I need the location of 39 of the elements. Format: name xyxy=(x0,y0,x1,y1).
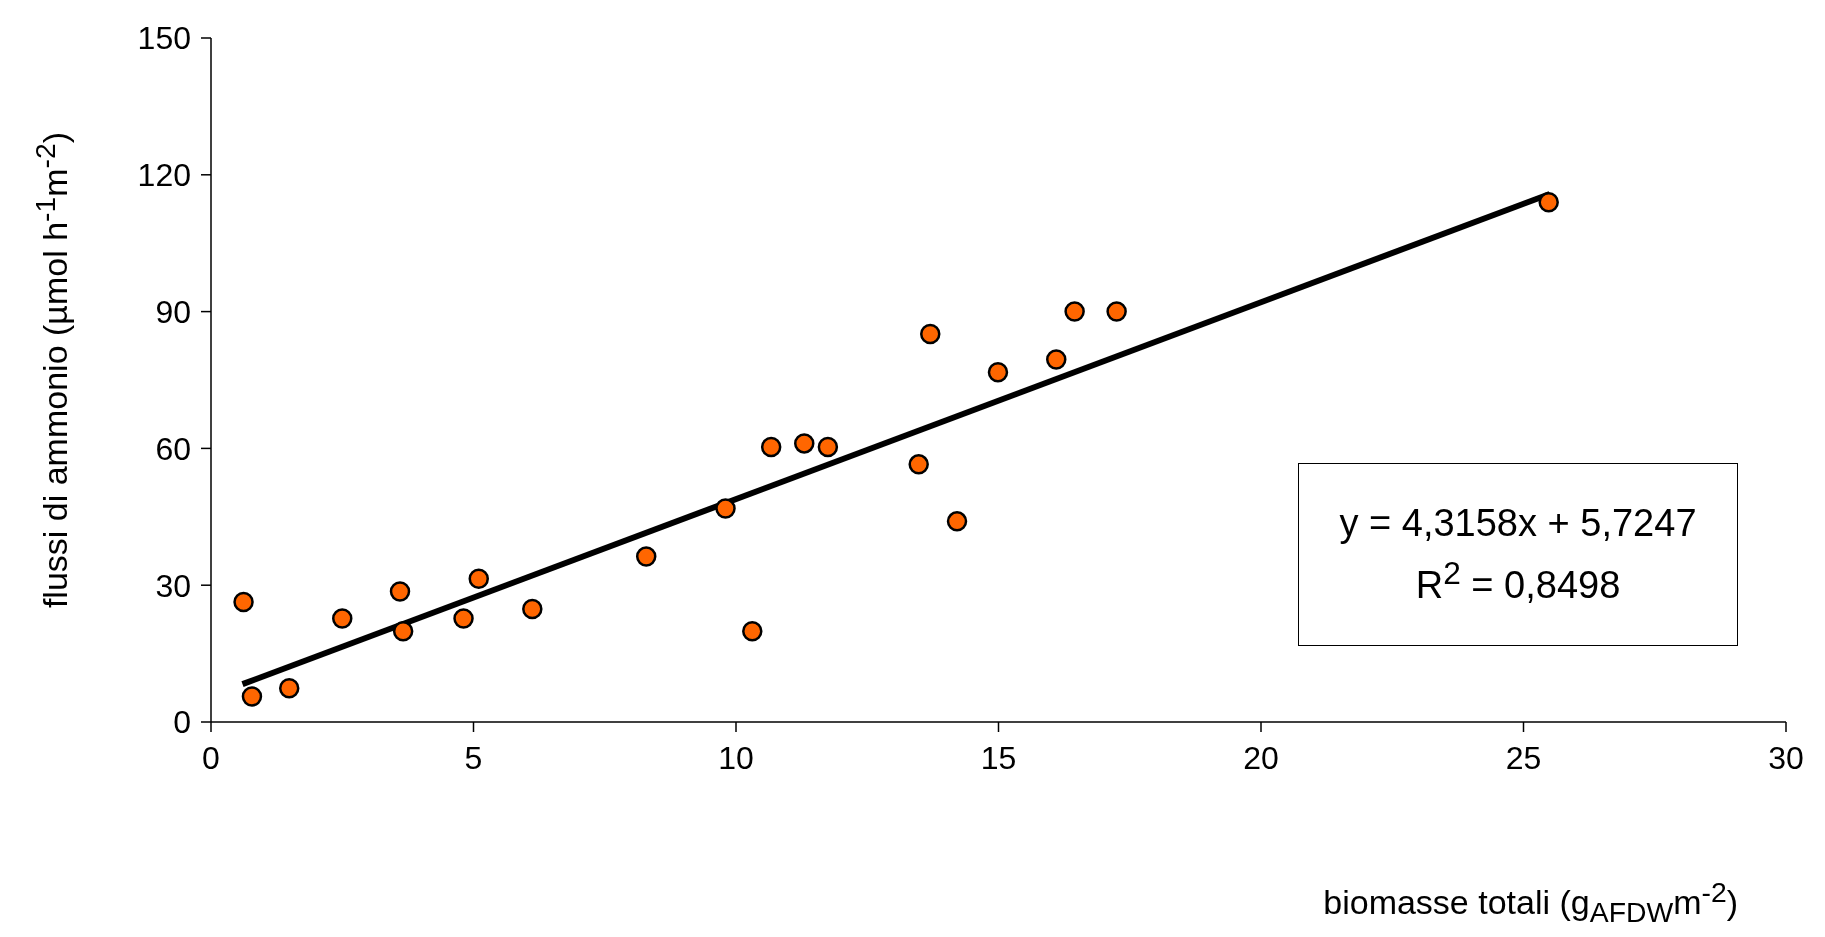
y-tick-label: 60 xyxy=(155,430,191,467)
x-tick-label: 30 xyxy=(1768,739,1804,776)
point xyxy=(233,591,254,613)
point xyxy=(817,436,839,458)
point xyxy=(522,598,543,620)
point xyxy=(468,568,489,590)
annotation: R$^{2}$ = 0,8498 xyxy=(1415,553,1621,608)
point xyxy=(389,581,411,602)
y-tick-label: 120 xyxy=(137,157,191,194)
x-tick-label: 25 xyxy=(1505,739,1542,776)
point xyxy=(760,436,782,458)
point xyxy=(742,621,763,642)
point xyxy=(241,686,263,707)
point xyxy=(987,362,1009,383)
point xyxy=(946,511,968,532)
point xyxy=(1538,191,1559,213)
point xyxy=(920,323,941,345)
x-axis-title: biomasse totali (g$_{AFDW}$m$^{-2}$) xyxy=(1323,876,1738,930)
point xyxy=(1064,301,1085,322)
point xyxy=(715,498,736,519)
y-tick-label: 150 xyxy=(137,20,191,57)
x-tick-label: 20 xyxy=(1243,739,1279,776)
point xyxy=(908,454,929,475)
point xyxy=(453,608,474,629)
annotation: y = 4,3158x + 5,7247 xyxy=(1339,501,1697,547)
point xyxy=(278,678,300,699)
y-tick-label: 30 xyxy=(155,567,191,604)
point xyxy=(1106,301,1127,322)
point xyxy=(635,546,657,567)
point xyxy=(794,433,815,454)
point xyxy=(1046,349,1067,370)
point xyxy=(332,608,353,629)
x-tick-label: 5 xyxy=(464,739,483,776)
y-tick-label: 90 xyxy=(155,293,191,330)
x-tick-label: 0 xyxy=(202,739,220,776)
point xyxy=(392,621,414,642)
x-tick-label: 10 xyxy=(718,739,754,776)
y-tick-label: 0 xyxy=(173,704,191,741)
x-tick-label: 15 xyxy=(980,739,1017,776)
